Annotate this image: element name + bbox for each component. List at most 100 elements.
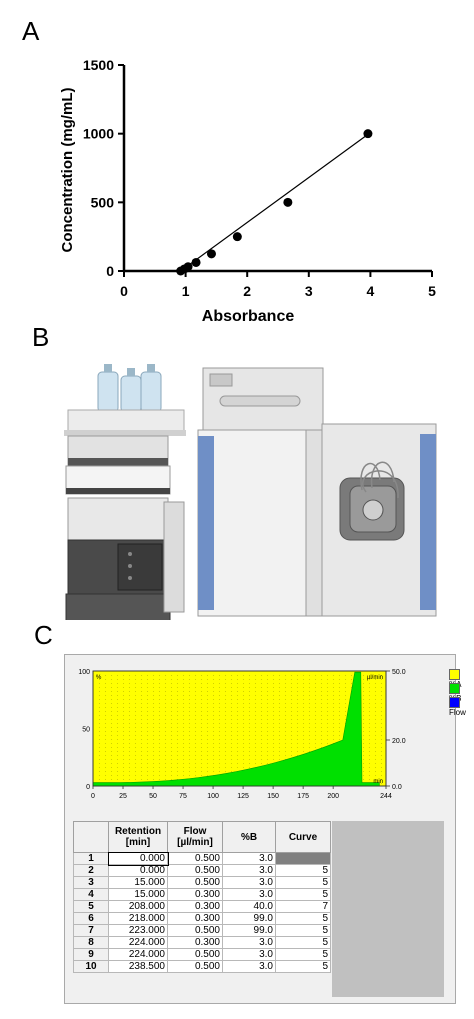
curve-cell[interactable]: 5	[275, 924, 331, 937]
gradient-left-tick-label: 50	[82, 727, 90, 734]
row-index-cell: 4	[73, 888, 109, 901]
data-point	[191, 257, 201, 267]
curve-cell[interactable]: 5	[275, 876, 331, 889]
table-row[interactable]: 8 224.000 0.300 3.0 5	[73, 936, 331, 949]
data-point	[363, 129, 373, 139]
table-row[interactable]: 10 238.500 0.500 3.0 5	[73, 960, 331, 973]
curve-cell[interactable]: 5	[275, 960, 331, 973]
table-row[interactable]: 4 15.000 0.300 3.0 5	[73, 888, 331, 901]
retention-cell[interactable]: 15.000	[108, 888, 168, 901]
table-header-row: Retention [min] Flow [µl/min] %B Curve	[73, 821, 331, 853]
flow-cell[interactable]: 0.500	[167, 876, 223, 889]
x-axis-title: Absorbance	[202, 308, 295, 325]
gradient-right-tick-label: 20.0	[392, 738, 406, 745]
column-header-percent-b: %B	[222, 821, 276, 853]
flow-cell[interactable]: 0.300	[167, 888, 223, 901]
retention-cell[interactable]: 0.000	[108, 864, 168, 877]
table-row[interactable]: 5 208.000 0.300 40.0 7	[73, 900, 331, 913]
legend-swatch-flow	[449, 697, 460, 708]
right-unit-label: µl/min	[367, 675, 383, 681]
percent-b-cell[interactable]: 99.0	[222, 924, 276, 937]
retention-cell[interactable]: 218.000	[108, 912, 168, 925]
flow-cell[interactable]: 0.500	[167, 852, 223, 865]
panel-b: B	[0, 322, 474, 623]
y-axis-title: Concentration (mg/mL)	[59, 88, 76, 253]
column-header-curve: Curve	[275, 821, 331, 853]
retention-cell[interactable]: 208.000	[108, 900, 168, 913]
table-empty-area	[332, 821, 444, 997]
flow-cell[interactable]: 0.300	[167, 912, 223, 925]
percent-b-cell[interactable]: 99.0	[222, 912, 276, 925]
panel-letter-b: B	[32, 322, 50, 352]
gradient-x-tick-label: 25	[119, 793, 127, 800]
table-row[interactable]: 3 15.000 0.500 3.0 5	[73, 876, 331, 889]
gradient-profile-chart: 0 25 50 75 100 125 150 175 200 244 0 50 100 0.0 20.0 50…	[78, 669, 406, 800]
curve-cell[interactable]: 5	[275, 888, 331, 901]
gradient-x-tick-label: 100	[207, 793, 219, 800]
x-tick-label: 0	[120, 283, 128, 299]
flow-cell[interactable]: 0.300	[167, 900, 223, 913]
curve-cell[interactable]	[275, 852, 331, 865]
flow-cell[interactable]: 0.500	[167, 864, 223, 877]
legend-item-flow: Flow	[449, 697, 466, 717]
y-tick-label: 500	[91, 194, 115, 210]
x-unit-label: min	[373, 779, 383, 785]
retention-cell[interactable]: 224.000	[108, 936, 168, 949]
row-index-cell: 3	[73, 876, 109, 889]
gradient-x-tick-label: 50	[149, 793, 157, 800]
column-header-flow: Flow [µl/min]	[167, 821, 223, 853]
gradient-x-tick-label: 0	[91, 793, 95, 800]
gradient-x-tick-label: 244	[380, 793, 392, 800]
gradient-editor-window: 0 25 50 75 100 125 150 175 200 244 0 50 100 0.0 20.0 50…	[64, 654, 466, 1004]
gradient-table-body: 1 0.000 0.500 3.0 2 0.000 0.500 3.0 5 3 15.000 0.50…	[73, 851, 331, 973]
percent-b-cell[interactable]: 3.0	[222, 960, 276, 973]
gradient-x-tick-label: 175	[297, 793, 309, 800]
percent-b-cell[interactable]: 40.0	[222, 900, 276, 913]
table-row[interactable]: 1 0.000 0.500 3.0	[73, 851, 331, 866]
gradient-right-tick-label: 50.0	[392, 669, 406, 676]
retention-cell[interactable]: 0.000	[107, 851, 169, 866]
flow-cell[interactable]: 0.500	[167, 948, 223, 961]
x-tick-label: 4	[367, 283, 375, 299]
curve-cell[interactable]: 5	[275, 948, 331, 961]
curve-cell[interactable]: 7	[275, 900, 331, 913]
retention-cell[interactable]: 15.000	[108, 876, 168, 889]
panel-a: A 0 1 2 3 4 5 0 500 1000 1500 Absorbance Concentrat…	[0, 0, 474, 330]
percent-b-cell[interactable]: 3.0	[222, 852, 276, 865]
percent-b-area	[92, 671, 380, 787]
curve-cell[interactable]: 5	[275, 864, 331, 877]
table-row[interactable]: 6 218.000 0.300 99.0 5	[73, 912, 331, 925]
retention-cell[interactable]: 223.000	[108, 924, 168, 937]
hplc-stack-image	[64, 364, 186, 623]
y-tick-label: 1000	[83, 126, 114, 142]
retention-cell[interactable]: 238.500	[108, 960, 168, 973]
x-tick-label: 2	[243, 283, 251, 299]
calibration-scatter-chart: 0 1 2 3 4 5 0 500 1000 1500 Absorbance Concentratio…	[59, 57, 436, 325]
legend-swatch-a	[449, 669, 460, 680]
percent-b-cell[interactable]: 3.0	[222, 888, 276, 901]
retention-cell[interactable]: 224.000	[108, 948, 168, 961]
flow-cell[interactable]: 0.500	[167, 960, 223, 973]
flow-cell[interactable]: 0.300	[167, 936, 223, 949]
table-row[interactable]: 9 224.000 0.500 3.0 5	[73, 948, 331, 961]
data-point	[206, 249, 216, 259]
row-index-cell: 2	[73, 864, 109, 877]
panel-letter-a: A	[22, 16, 40, 46]
data-point	[232, 232, 242, 242]
gradient-left-tick-label: 100	[78, 669, 90, 676]
flow-cell[interactable]: 0.500	[167, 924, 223, 937]
curve-cell[interactable]: 5	[275, 936, 331, 949]
row-index-cell: 9	[73, 948, 109, 961]
row-index-cell: 10	[73, 960, 109, 973]
x-tick-label: 1	[182, 283, 190, 299]
percent-b-cell[interactable]: 3.0	[222, 936, 276, 949]
curve-cell[interactable]: 5	[275, 912, 331, 925]
percent-b-cell[interactable]: 3.0	[222, 864, 276, 877]
x-tick-label: 5	[428, 283, 436, 299]
gradient-table: Retention [min] Flow [µl/min] %B Curve 1…	[73, 821, 331, 973]
table-row[interactable]: 2 0.000 0.500 3.0 5	[73, 864, 331, 877]
table-row[interactable]: 7 223.000 0.500 99.0 5	[73, 924, 331, 937]
percent-b-cell[interactable]: 3.0	[222, 948, 276, 961]
percent-b-cell[interactable]: 3.0	[222, 876, 276, 889]
legend-label-flow: Flow	[449, 708, 466, 717]
